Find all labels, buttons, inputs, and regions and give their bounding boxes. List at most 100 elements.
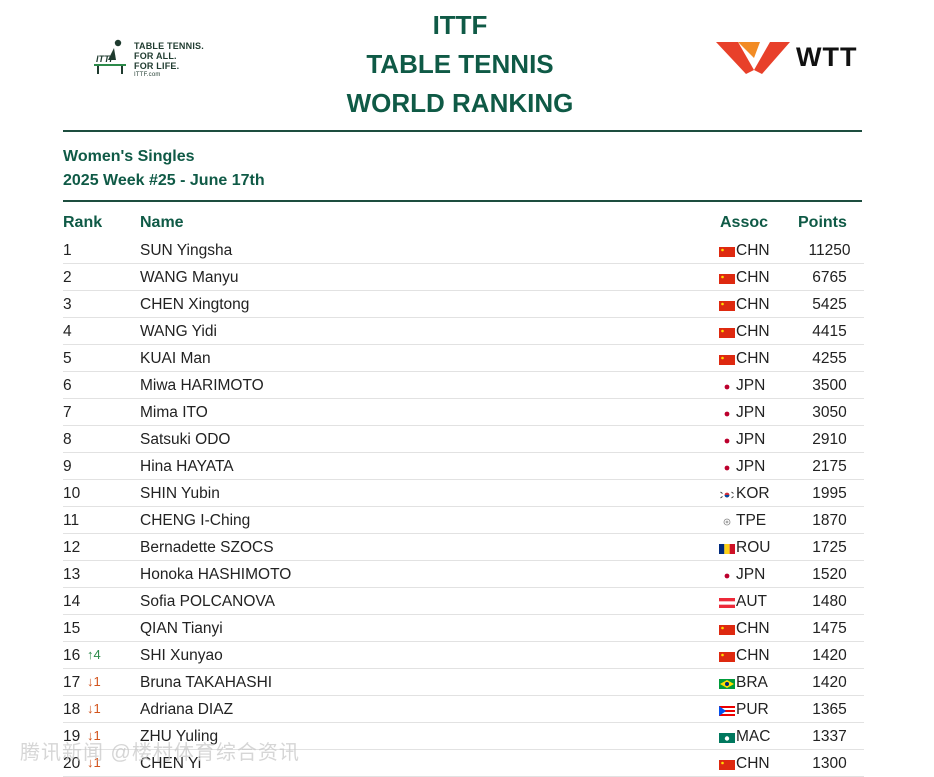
points-cell: 11250 bbox=[808, 242, 851, 259]
jpn-flag-icon bbox=[724, 384, 730, 390]
points-cell: 1300 bbox=[812, 755, 847, 772]
assoc-cell: JPN bbox=[736, 566, 766, 583]
player-name: Adriana DIAZ bbox=[140, 701, 234, 718]
chn-flag-icon bbox=[719, 760, 735, 770]
player-name: SUN Yingsha bbox=[140, 242, 233, 259]
watermark: 腾讯新闻 @楼村体育综合资讯 bbox=[20, 742, 300, 764]
assoc-cell: CHN bbox=[736, 269, 770, 286]
player-name: WANG Manyu bbox=[140, 269, 239, 286]
table-row: 14 Sofia POLCANOVA AUT 1480 bbox=[63, 588, 864, 615]
assoc-cell: JPN bbox=[736, 377, 766, 394]
points-cell: 1337 bbox=[812, 728, 847, 745]
points-cell: 4415 bbox=[812, 323, 847, 340]
jpn-flag-icon bbox=[724, 411, 730, 417]
assoc-cell: KOR bbox=[736, 485, 770, 502]
assoc-cell: CHN bbox=[736, 647, 770, 664]
rank-cell: 3 bbox=[63, 296, 72, 313]
rank-cell: 13 bbox=[63, 566, 81, 583]
column-header-rank: Rank bbox=[63, 214, 103, 231]
rank-change-badge: ↑4 bbox=[87, 647, 101, 662]
player-name: Satsuki ODO bbox=[140, 431, 231, 448]
player-name: Bernadette SZOCS bbox=[140, 539, 274, 556]
chn-flag-icon bbox=[719, 355, 735, 365]
aut-flag-icon bbox=[719, 598, 735, 608]
rank-change-badge: ↓1 bbox=[87, 728, 101, 743]
table-row: 13 Honoka HASHIMOTO JPN 1520 bbox=[63, 561, 864, 588]
rank-cell: 18 bbox=[63, 701, 81, 718]
jpn-flag-icon bbox=[724, 573, 730, 579]
assoc-cell: CHN bbox=[736, 242, 770, 259]
assoc-cell: JPN bbox=[736, 431, 766, 448]
jpn-flag-icon bbox=[724, 438, 730, 444]
player-name: Bruna TAKAHASHI bbox=[140, 674, 273, 691]
player-name: Miwa HARIMOTO bbox=[140, 377, 264, 394]
rank-cell: 6 bbox=[63, 377, 72, 394]
title-line-3: WORLD RANKING bbox=[346, 88, 574, 118]
chn-flag-icon bbox=[719, 652, 735, 662]
rank-cell: 16 bbox=[63, 647, 81, 664]
rank-cell: 9 bbox=[63, 458, 72, 475]
rank-cell: 11 bbox=[63, 512, 80, 529]
rank-cell: 19 bbox=[63, 728, 81, 745]
player-name: CHENG I-Ching bbox=[140, 512, 251, 529]
rank-change-badge: ↓1 bbox=[87, 755, 101, 770]
rank-change-badge: ↓1 bbox=[87, 674, 101, 689]
rank-cell: 12 bbox=[63, 539, 81, 556]
wtt-logo-text: WTT bbox=[796, 42, 858, 72]
divider-header bbox=[63, 200, 862, 202]
title-line-2: TABLE TENNIS bbox=[366, 49, 554, 79]
rank-cell: 7 bbox=[63, 404, 72, 421]
chn-flag-icon bbox=[719, 301, 735, 311]
table-row: 15 QIAN Tianyi CHN 1475 bbox=[63, 615, 864, 642]
assoc-cell: BRA bbox=[736, 674, 768, 691]
ittf-logo-line2: FOR ALL. bbox=[134, 51, 177, 61]
rank-cell: 15 bbox=[63, 620, 81, 637]
player-name: CHEN Xingtong bbox=[140, 296, 250, 313]
points-cell: 1420 bbox=[812, 647, 847, 664]
rank-cell: 1 bbox=[63, 242, 72, 259]
ittf-logo-line1: TABLE TENNIS. bbox=[134, 41, 204, 51]
table-row: 10 SHIN Yubin KOR 1995 bbox=[63, 480, 864, 507]
rou-flag-icon bbox=[719, 544, 735, 554]
wtt-logo-icon bbox=[716, 42, 790, 74]
table-row: 11 CHENG I-Ching TPE 1870 bbox=[63, 507, 864, 534]
points-cell: 3050 bbox=[812, 404, 847, 421]
points-cell: 1725 bbox=[812, 539, 847, 556]
table-row: 16 ↑4 SHI Xunyao CHN 1420 bbox=[63, 642, 864, 669]
ittf-logo: ITTF TABLE TENNIS. FOR ALL. FOR LIFE. IT… bbox=[88, 38, 228, 78]
points-cell: 1480 bbox=[812, 593, 847, 610]
table-row: 18 ↓1 Adriana DIAZ PUR 1365 bbox=[63, 696, 864, 723]
column-header-name: Name bbox=[140, 214, 184, 231]
assoc-cell: CHN bbox=[736, 350, 770, 367]
points-cell: 2175 bbox=[812, 458, 847, 475]
title-line-1: ITTF bbox=[432, 10, 488, 40]
chn-flag-icon bbox=[719, 247, 735, 257]
table-row: 4 WANG Yidi CHN 4415 bbox=[63, 318, 864, 345]
table-row: 6 Miwa HARIMOTO JPN 3500 bbox=[63, 372, 864, 399]
chn-flag-icon bbox=[719, 328, 735, 338]
jpn-flag-icon bbox=[724, 465, 730, 471]
points-cell: 1365 bbox=[812, 701, 847, 718]
mac-flag-icon bbox=[719, 733, 735, 743]
table-row: 7 Mima ITO JPN 3050 bbox=[63, 399, 864, 426]
rank-change-badge: ↓1 bbox=[87, 701, 101, 716]
pur-flag-icon bbox=[719, 706, 735, 716]
assoc-cell: JPN bbox=[736, 458, 766, 475]
assoc-cell: JPN bbox=[736, 404, 766, 421]
assoc-cell: TPE bbox=[736, 512, 767, 529]
table-row: 19 ↓1 ZHU Yuling MAC 1337 bbox=[63, 723, 864, 750]
ittf-table-tennis-logo-icon: ITTF bbox=[94, 39, 126, 74]
table-row: 2 WANG Manyu CHN 6765 bbox=[63, 264, 864, 291]
table-row: 17 ↓1 Bruna TAKAHASHI BRA 1420 bbox=[63, 669, 864, 696]
rank-cell: 8 bbox=[63, 431, 72, 448]
ranking-subtitle: Women's Singles 2025 Week #25 - June 17t… bbox=[63, 145, 265, 193]
points-cell: 1870 bbox=[812, 512, 847, 529]
player-name: Sofia POLCANOVA bbox=[140, 593, 275, 610]
player-name: Hina HAYATA bbox=[140, 458, 234, 475]
assoc-cell: MAC bbox=[736, 728, 771, 745]
ranking-week: 2025 Week #25 - June 17th bbox=[63, 172, 265, 189]
table-row: 12 Bernadette SZOCS ROU 1725 bbox=[63, 534, 864, 561]
player-name: KUAI Man bbox=[140, 350, 211, 367]
points-cell: 1420 bbox=[812, 674, 847, 691]
ranking-table: 1 SUN Yingsha CHN 11250 2 WANG Manyu CHN 6765 3 C… bbox=[63, 237, 864, 777]
